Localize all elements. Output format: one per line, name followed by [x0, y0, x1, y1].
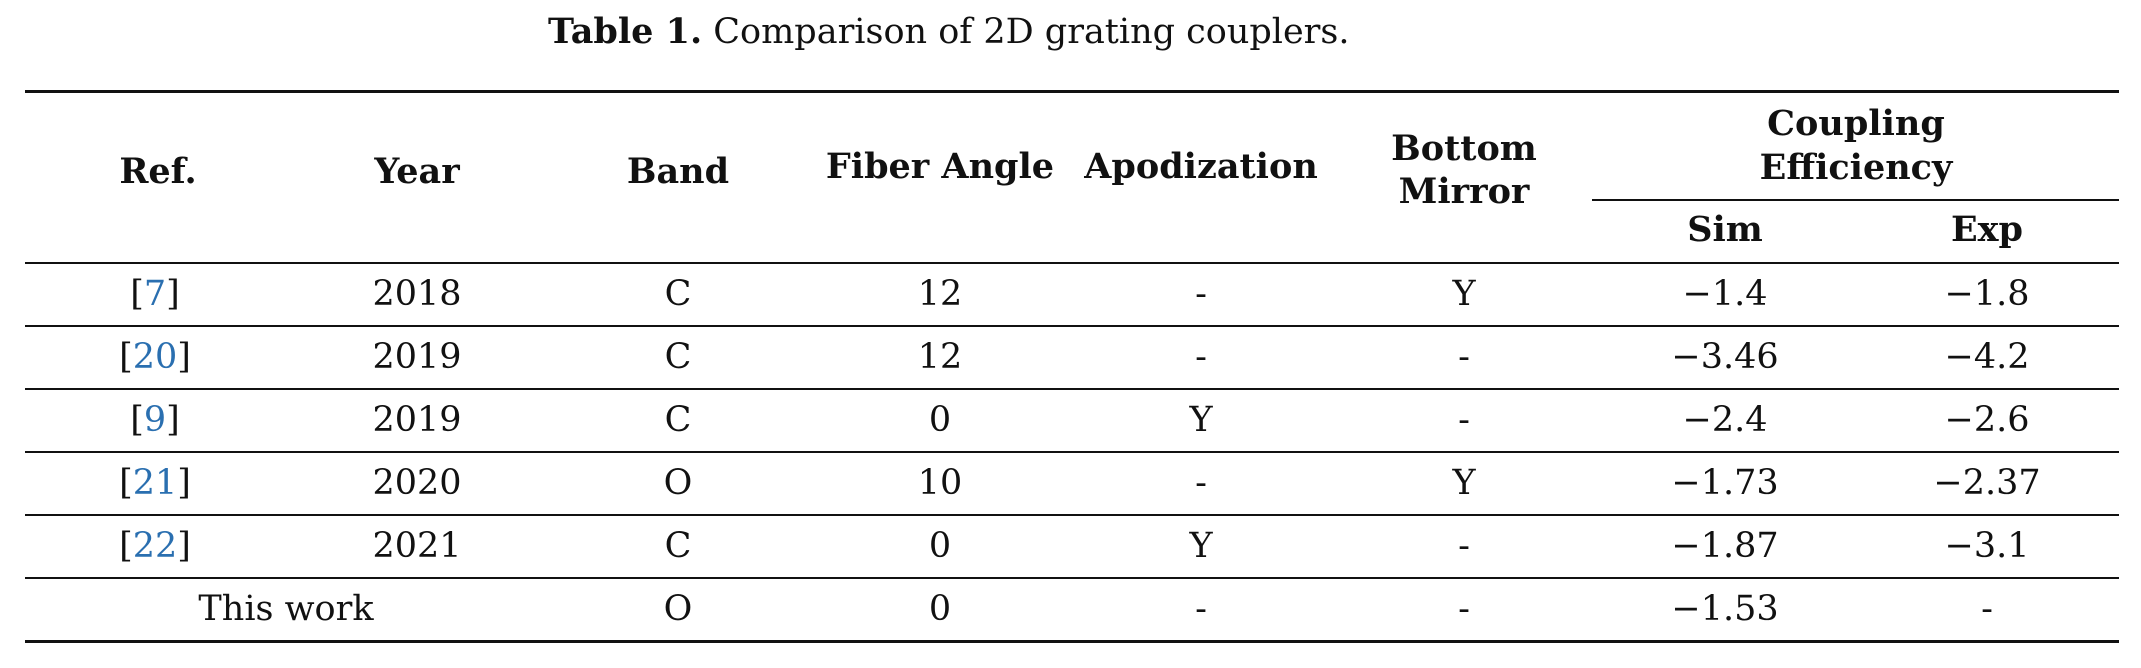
table-caption: Table 1. Comparison of 2D grating couple… [548, 8, 1350, 56]
table-cell-fiber-angle: 0 [928, 589, 952, 629]
table-cell-exp: −2.37 [1933, 463, 2041, 503]
table-cell-year: 2019 [372, 400, 462, 440]
table-cell-apodization: - [1195, 463, 1207, 503]
reference-link[interactable]: 20 [132, 337, 178, 377]
table-cell-year: 2021 [372, 526, 462, 566]
table-cell-bottom-mirror: - [1458, 526, 1470, 566]
header-band: Band [626, 151, 730, 192]
header-coupling-efficiency-line2: Efficiency [1759, 147, 1953, 188]
table-cell-band: O [663, 589, 693, 629]
table-cell-apodization: - [1195, 274, 1207, 314]
header-bottom-rule [25, 262, 2119, 264]
header-apodization: Apodization [1084, 146, 1318, 187]
table-cell-band: C [664, 400, 692, 440]
table-cell-exp: −4.2 [1944, 337, 2030, 377]
table-cell-band: C [664, 526, 692, 566]
table-cell-year: 2018 [372, 274, 462, 314]
table-cell-apodization: - [1195, 589, 1207, 629]
table-caption-label: Table 1. [548, 11, 703, 52]
header-year: Year [374, 151, 460, 192]
table-cell-bottom-mirror: Y [1452, 274, 1476, 314]
reference-link[interactable]: 22 [132, 526, 178, 566]
table-cell-ref: [22] [119, 526, 191, 566]
header-bottom-mirror-line1: Bottom [1391, 128, 1537, 169]
header-bottom-mirror-line2: Mirror [1398, 171, 1530, 212]
row-divider [25, 514, 2119, 516]
table-cell-ref: [9] [130, 400, 180, 440]
reference-link[interactable]: 9 [143, 400, 167, 440]
table-cell-fiber-angle: 12 [917, 337, 963, 377]
table-cell-fiber-angle: 0 [928, 400, 952, 440]
table-bottom-rule [25, 640, 2119, 643]
table-cell-sim: −1.4 [1682, 274, 1768, 314]
table-cell-sim: −1.73 [1671, 463, 1779, 503]
table-cell-bottom-mirror: - [1458, 337, 1470, 377]
row-divider [25, 577, 2119, 579]
table-cell-bottom-mirror: - [1458, 400, 1470, 440]
header-coupling-efficiency-line1: Coupling [1767, 103, 1945, 144]
table-cell-exp: −1.8 [1944, 274, 2030, 314]
table-cell-apodization: - [1195, 337, 1207, 377]
reference-link[interactable]: 21 [132, 463, 178, 503]
table-cell-sim: −2.4 [1682, 400, 1768, 440]
table-cell-exp: −3.1 [1944, 526, 2030, 566]
header-fiber-angle: Fiber Angle [825, 146, 1055, 187]
table-cell-sim: −1.53 [1671, 589, 1779, 629]
row-divider [25, 388, 2119, 390]
table-cell-year: 2019 [372, 337, 462, 377]
header-ref: Ref. [119, 151, 197, 192]
table-cell-ref: [7] [130, 274, 180, 314]
header-sim: Sim [1687, 209, 1763, 250]
table-top-rule [25, 90, 2119, 93]
header-exp: Exp [1950, 209, 2024, 250]
table-cell-bottom-mirror: - [1458, 589, 1470, 629]
table-cell-fiber-angle: 0 [928, 526, 952, 566]
table-cell-this-work: This work [198, 589, 374, 629]
table-cell-apodization: Y [1189, 400, 1213, 440]
table-cell-exp: −2.6 [1944, 400, 2030, 440]
table-cell-bottom-mirror: Y [1452, 463, 1476, 503]
table-cell-ref: [20] [119, 337, 191, 377]
table-cell-apodization: Y [1189, 526, 1213, 566]
coupling-efficiency-underline [1592, 199, 2119, 201]
table-cell-band: C [664, 274, 692, 314]
table-caption-text: Comparison of 2D grating couplers. [702, 12, 1350, 52]
row-divider [25, 325, 2119, 327]
table-cell-band: O [663, 463, 693, 503]
table-cell-ref: [21] [119, 463, 191, 503]
reference-link[interactable]: 7 [143, 274, 167, 314]
row-divider [25, 451, 2119, 453]
table-cell-sim: −3.46 [1671, 337, 1779, 377]
table-cell-fiber-angle: 12 [917, 274, 963, 314]
table-cell-sim: −1.87 [1671, 526, 1779, 566]
table-cell-exp: - [1981, 589, 1993, 629]
table-cell-fiber-angle: 10 [917, 463, 963, 503]
table-cell-band: C [664, 337, 692, 377]
table-cell-year: 2020 [372, 463, 462, 503]
